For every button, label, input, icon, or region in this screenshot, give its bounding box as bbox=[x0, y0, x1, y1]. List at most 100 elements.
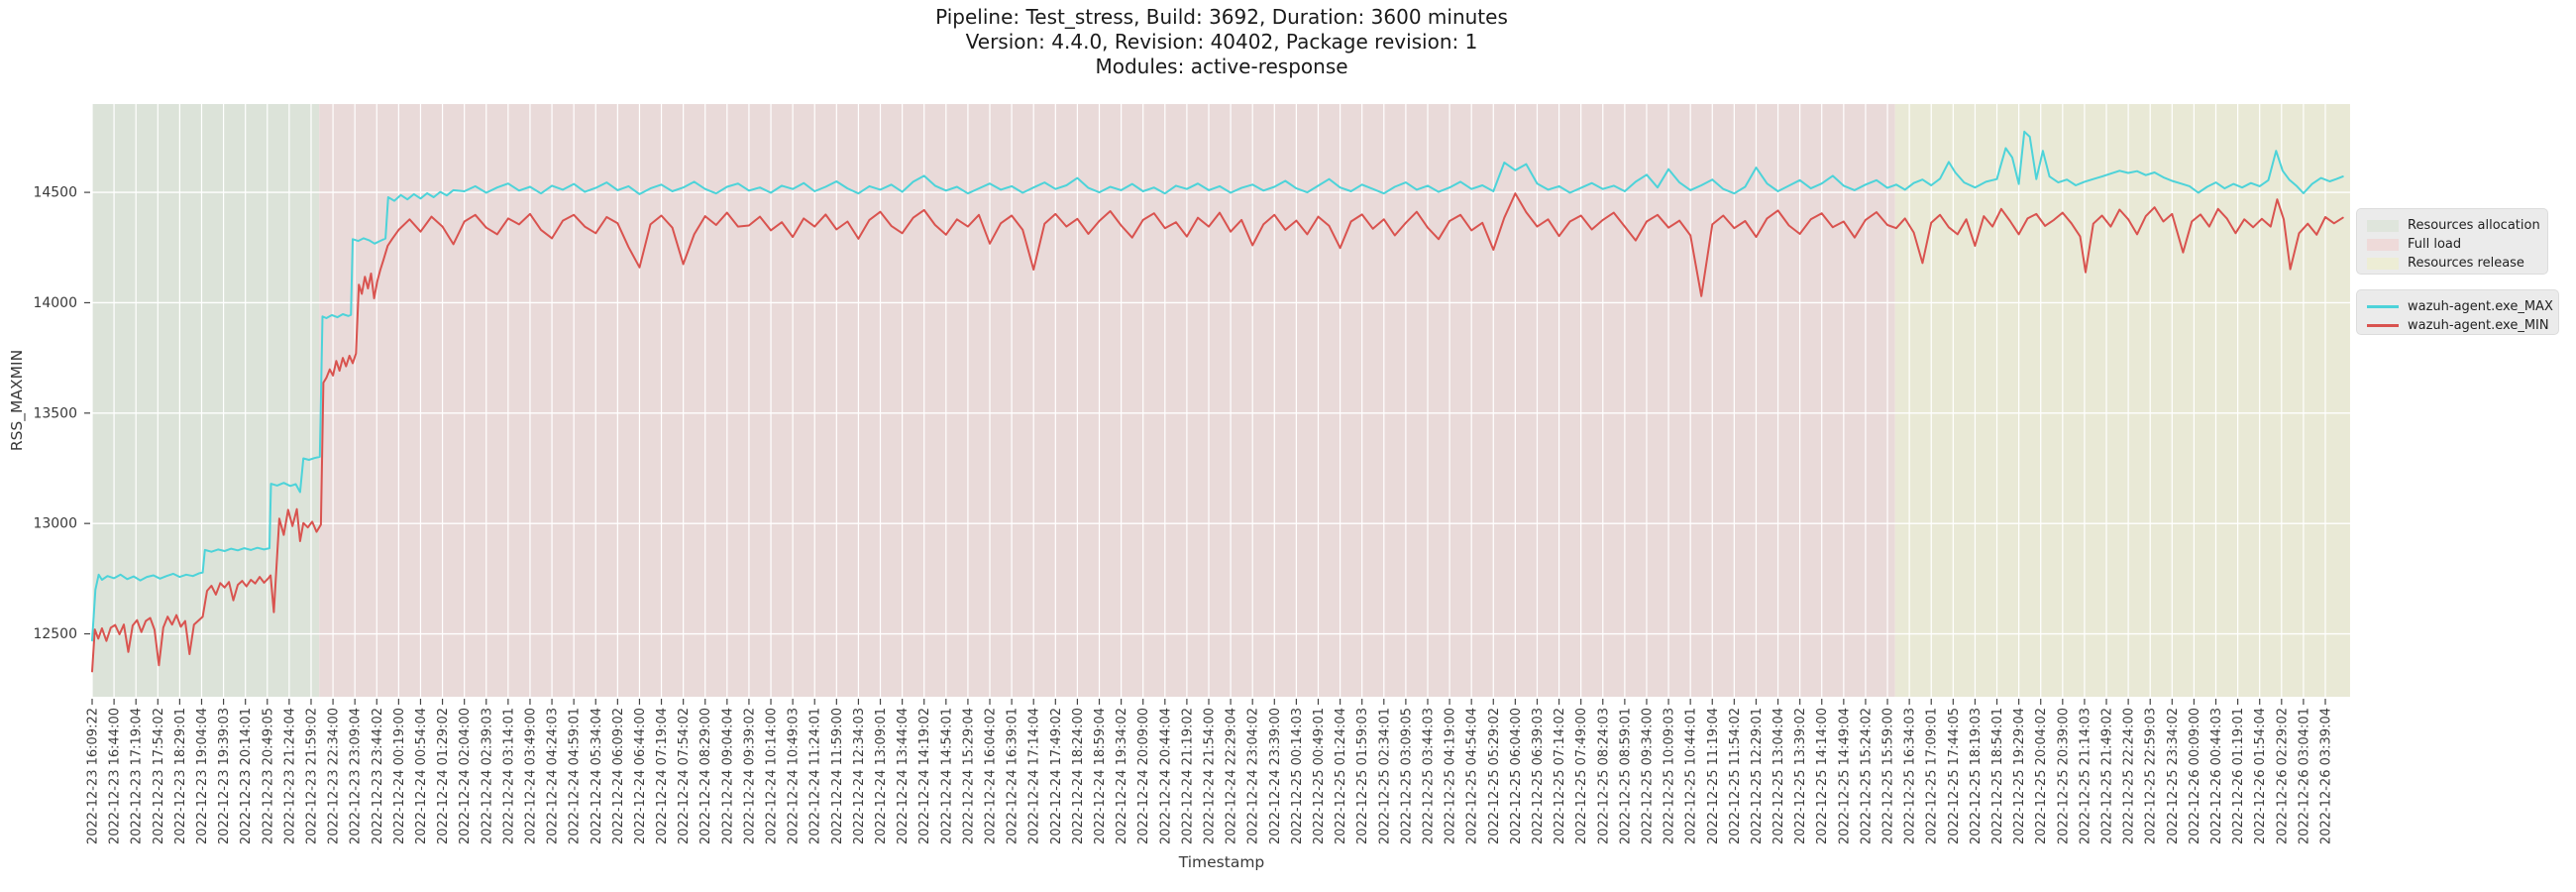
x-axis-label: Timestamp bbox=[1178, 853, 1265, 871]
x-tick-label: 2022-12-25 00:49:01 bbox=[1312, 708, 1327, 844]
x-tick-label: 2022-12-24 03:14:01 bbox=[501, 708, 516, 844]
x-tick-label: 2022-12-24 18:24:00 bbox=[1071, 708, 1086, 844]
y-tick-label: 14000 bbox=[33, 295, 77, 311]
chart-title: Pipeline: Test_stress, Build: 3692, Dura… bbox=[92, 5, 2351, 79]
x-tick-label: 2022-12-23 16:09:22 bbox=[86, 708, 101, 844]
x-tick-label: 2022-12-26 02:29:02 bbox=[2275, 708, 2290, 844]
x-tick-label: 2022-12-24 11:24:01 bbox=[808, 708, 823, 844]
x-tick-label: 2022-12-23 22:34:00 bbox=[327, 708, 342, 844]
x-tick-label: 2022-12-24 16:04:02 bbox=[984, 708, 999, 844]
x-tick-label: 2022-12-24 02:04:00 bbox=[458, 708, 473, 844]
x-tick-label: 2022-12-25 17:09:01 bbox=[1925, 708, 1940, 844]
x-tick-label: 2022-12-25 10:44:01 bbox=[1684, 708, 1699, 844]
x-tick-label: 2022-12-25 23:34:02 bbox=[2166, 708, 2181, 844]
x-tick-label: 2022-12-25 19:29:04 bbox=[2012, 708, 2027, 844]
x-tick-label: 2022-12-23 17:19:04 bbox=[130, 708, 145, 844]
x-tick-label: 2022-12-25 14:49:04 bbox=[1837, 708, 1852, 844]
x-tick-label: 2022-12-24 07:54:02 bbox=[677, 708, 692, 844]
x-tick-label: 2022-12-25 07:14:02 bbox=[1553, 708, 1567, 844]
x-tick-label: 2022-12-25 20:39:00 bbox=[2056, 708, 2071, 844]
x-tick-label: 2022-12-25 04:19:00 bbox=[1444, 708, 1458, 844]
x-tick-label: 2022-12-24 09:04:04 bbox=[720, 708, 735, 844]
x-tick-label: 2022-12-23 23:44:02 bbox=[371, 708, 385, 844]
x-tick-label: 2022-12-26 03:39:04 bbox=[2319, 708, 2334, 844]
x-tick-label: 2022-12-24 18:59:04 bbox=[1093, 708, 1108, 844]
series-line-min bbox=[91, 192, 2344, 673]
allocation-swatch-icon bbox=[2367, 219, 2399, 232]
x-tick-label: 2022-12-25 02:34:01 bbox=[1377, 708, 1392, 844]
legend-regions: Resources allocation Full load Resources… bbox=[2356, 208, 2548, 275]
x-tick-label: 2022-12-26 03:04:01 bbox=[2297, 708, 2311, 844]
x-tick-label: 2022-12-23 21:59:02 bbox=[304, 708, 319, 844]
x-tick-label: 2022-12-25 07:49:00 bbox=[1574, 708, 1589, 844]
x-tick-label: 2022-12-24 21:54:00 bbox=[1203, 708, 1218, 844]
x-tick-label: 2022-12-25 04:54:04 bbox=[1465, 708, 1480, 844]
x-tick-label: 2022-12-25 03:44:03 bbox=[1421, 708, 1436, 844]
x-tick-label: 2022-12-25 17:44:05 bbox=[1947, 708, 1962, 844]
y-tick-label: 13000 bbox=[33, 516, 77, 532]
x-tick-label: 2022-12-24 20:44:04 bbox=[1158, 708, 1173, 844]
full-load-swatch-icon bbox=[2367, 238, 2399, 251]
x-tick-label: 2022-12-23 19:04:04 bbox=[195, 708, 210, 844]
region-full-load bbox=[319, 104, 1895, 697]
x-tick-label: 2022-12-25 15:59:00 bbox=[1881, 708, 1896, 844]
x-tick-label: 2022-12-24 14:54:01 bbox=[939, 708, 954, 844]
x-tick-label: 2022-12-25 13:39:02 bbox=[1793, 708, 1808, 844]
x-tick-label: 2022-12-25 09:34:00 bbox=[1640, 708, 1655, 844]
x-tick-label: 2022-12-25 13:04:04 bbox=[1771, 708, 1786, 844]
x-tick-label: 2022-12-25 05:29:02 bbox=[1487, 708, 1502, 844]
x-tick-label: 2022-12-26 00:44:03 bbox=[2209, 708, 2224, 844]
x-tick-label: 2022-12-25 18:54:01 bbox=[1990, 708, 2005, 844]
release-swatch-icon bbox=[2367, 257, 2399, 270]
x-tick-label: 2022-12-23 18:29:01 bbox=[173, 708, 188, 844]
x-tick-label: 2022-12-25 11:19:04 bbox=[1706, 708, 1721, 844]
x-tick-label: 2022-12-24 10:49:03 bbox=[787, 708, 802, 844]
x-tick-label: 2022-12-24 21:19:02 bbox=[1180, 708, 1195, 844]
x-tick-label: 2022-12-23 19:39:03 bbox=[217, 708, 232, 844]
x-tick-label: 2022-12-23 21:24:04 bbox=[282, 708, 297, 844]
x-tick-label: 2022-12-25 08:59:01 bbox=[1618, 708, 1633, 844]
max-line-swatch-icon bbox=[2367, 305, 2399, 308]
x-tick-label: 2022-12-24 04:24:03 bbox=[546, 708, 561, 844]
x-tick-label: 2022-12-25 06:39:03 bbox=[1531, 708, 1546, 844]
x-tick-label: 2022-12-24 22:29:04 bbox=[1225, 708, 1239, 844]
x-tick-label: 2022-12-24 17:49:02 bbox=[1049, 708, 1064, 844]
x-tick-label: 2022-12-24 23:04:02 bbox=[1246, 708, 1261, 844]
y-tick-label: 12500 bbox=[33, 626, 77, 642]
x-tick-label: 2022-12-25 20:04:02 bbox=[2034, 708, 2049, 844]
y-tick-label: 14500 bbox=[33, 185, 77, 201]
x-tick-label: 2022-12-24 19:34:02 bbox=[1115, 708, 1129, 844]
chart-title-line3: Modules: active-response bbox=[1095, 55, 1348, 78]
x-tick-label: 2022-12-24 07:19:04 bbox=[655, 708, 670, 844]
x-tick-label: 2022-12-25 14:14:00 bbox=[1815, 708, 1830, 844]
region-resources-release bbox=[1894, 104, 2350, 697]
series-line-max bbox=[91, 130, 2344, 642]
x-tick-label: 2022-12-24 09:39:02 bbox=[742, 708, 757, 844]
legend-series: wazuh-agent.exe_MAX wazuh-agent.exe_MIN bbox=[2356, 289, 2559, 335]
min-line-swatch-icon bbox=[2367, 324, 2399, 327]
x-tick-label: 2022-12-24 05:34:04 bbox=[590, 708, 604, 844]
x-tick-label: 2022-12-24 04:59:01 bbox=[568, 708, 583, 844]
x-tick-label: 2022-12-25 11:54:02 bbox=[1728, 708, 1743, 844]
x-tick-label: 2022-12-25 15:24:02 bbox=[1859, 708, 1874, 844]
x-tick-label: 2022-12-24 15:29:04 bbox=[961, 708, 976, 844]
x-tick-label: 2022-12-23 20:14:01 bbox=[239, 708, 254, 844]
x-tick-label: 2022-12-26 01:54:04 bbox=[2253, 708, 2268, 844]
chart-title-line1: Pipeline: Test_stress, Build: 3692, Dura… bbox=[935, 5, 1508, 29]
x-tick-label: 2022-12-24 13:09:01 bbox=[874, 708, 889, 844]
x-tick-label: 2022-12-25 08:24:03 bbox=[1596, 708, 1611, 844]
x-tick-label: 2022-12-25 01:24:04 bbox=[1334, 708, 1348, 844]
x-tick-label: 2022-12-24 06:09:02 bbox=[611, 708, 626, 844]
x-tick-label: 2022-12-25 00:14:03 bbox=[1290, 708, 1305, 844]
legend-item-resources-release: Resources release bbox=[2367, 255, 2537, 272]
x-tick-label: 2022-12-24 02:39:03 bbox=[480, 708, 494, 844]
y-tick-label: 13500 bbox=[33, 405, 77, 421]
x-tick-label: 2022-12-25 03:09:05 bbox=[1399, 708, 1414, 844]
x-tick-label: 2022-12-24 16:39:01 bbox=[1006, 708, 1020, 844]
chart-title-line2: Version: 4.4.0, Revision: 40402, Package… bbox=[965, 30, 1478, 54]
x-tick-label: 2022-12-24 11:59:00 bbox=[830, 708, 845, 844]
x-tick-label: 2022-12-24 03:49:00 bbox=[523, 708, 538, 844]
x-tick-label: 2022-12-25 21:14:03 bbox=[2078, 708, 2093, 844]
x-tick-label: 2022-12-24 13:44:04 bbox=[896, 708, 911, 844]
